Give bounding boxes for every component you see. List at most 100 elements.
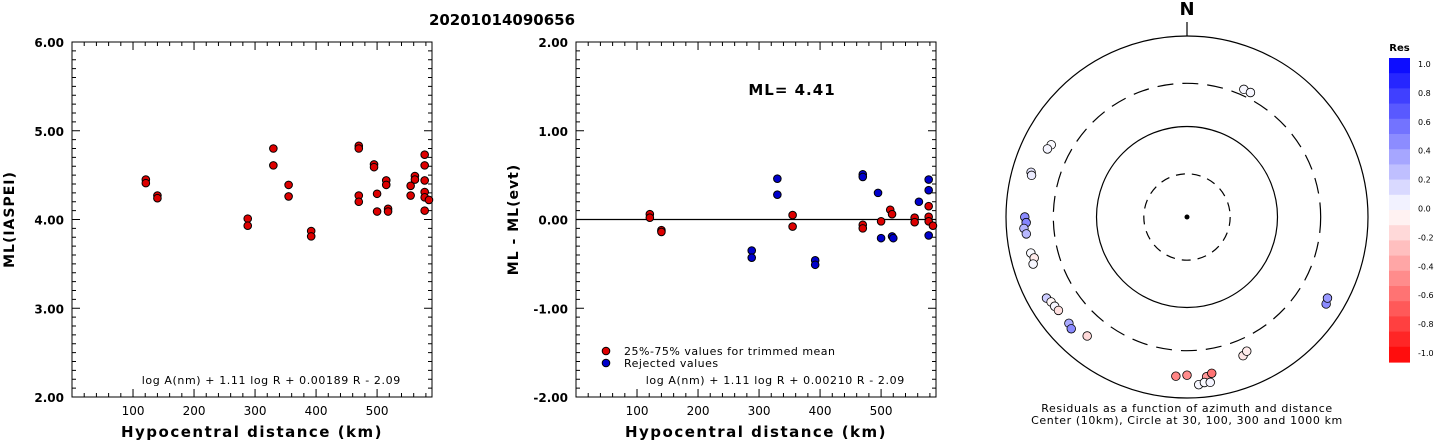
data-point [372,207,382,216]
data-point [141,178,151,188]
colorbar-segment [1389,58,1410,74]
residual-distance-panel: 100 200 300 400 500 -2.00 -1.00 0.00 1.00 2.00 Hyp… [506,36,938,441]
residual-point [1245,87,1256,98]
data-point [924,185,933,195]
data-point [269,144,278,153]
data-point [928,221,938,231]
colorbar-segment [1389,331,1410,348]
colorbar-label: -0.4 [1418,262,1434,271]
data-point [243,214,253,223]
x-tick-label: 500 [366,404,389,418]
data-point [424,195,434,205]
data-point [269,161,278,170]
data-point [406,191,415,200]
x-axis-label: Hypocentral distance (km) [625,423,887,441]
y-tick-label: 2.00 [34,391,64,405]
x-tick-label: 100 [626,404,649,418]
data-point [858,224,868,233]
data-point [788,222,797,231]
data-point [284,192,293,201]
data-point [888,233,898,243]
residual-point [1242,346,1252,356]
x-tick-label: 400 [809,404,832,418]
data-point [381,180,391,190]
x-tick-label: 400 [305,404,328,418]
colorbar-label: 0.0 [1418,205,1431,214]
residual-point [1026,170,1037,181]
colorbar-segment [1389,210,1410,226]
residual-point [1028,259,1038,269]
data-point [645,213,655,223]
data-point [876,216,886,226]
magnitude-distance-panel: 100 200 300 400 500 2.00 3.00 4.00 5.00 6.00 Hypoc… [2,36,434,441]
data-point [243,221,253,231]
colorbar-segment [1389,301,1410,317]
formula-text: log A(nm) + 1.11 log R + 0.00210 R - 2.0… [646,374,905,387]
data-point [924,175,933,184]
data-point [914,197,924,207]
x-tick-label: 200 [183,404,206,418]
colorbar-label: 0.2 [1418,176,1431,185]
y-tick-label: 4.00 [34,214,64,228]
data-point [420,150,429,160]
plot-frame [71,41,433,398]
y-axis-label: ML - ML(evt) [506,164,522,275]
data-point [887,209,897,219]
data-point [910,217,919,227]
colorbar-label: -0.6 [1418,291,1434,300]
ml-annotation: ML= 4.41 [748,81,835,99]
residual-colorbar: Res 1.0 0.8 0.6 0.4 0.2 0.0 -0.2 -0.4 -0.6 -0.8 -1.… [1389,43,1434,363]
y-axis-label: ML(IASPEI) [2,171,18,268]
data-point [876,233,886,243]
colorbar-label: -1.0 [1418,349,1434,358]
legend-marker [601,346,611,356]
data-point [369,162,379,172]
data-point [873,188,883,198]
x-tick-label: 500 [870,404,893,418]
residual-point [1322,293,1333,303]
residual-point [1171,371,1181,381]
residual-point [1082,331,1092,341]
dashed-circle-300km [1052,82,1322,352]
colorbar-segment [1389,346,1410,363]
y-tick-label: 5.00 [34,125,64,139]
data-point [747,246,757,255]
data-point [657,227,666,237]
polar-caption-line1: Residuals as a function of azimuth and d… [1041,402,1332,415]
colorbar-label: 1.0 [1418,60,1431,69]
data-point [773,174,782,183]
x-tick-label: 100 [122,404,145,418]
legend-marker [601,358,611,368]
y-tick-label: 2.00 [538,36,568,50]
colorbar-segment [1389,149,1410,165]
colorbar-segment [1389,118,1410,135]
data-point [284,180,293,190]
residual-point [1053,305,1064,316]
data-point [406,181,415,191]
circle-100km [1095,125,1279,309]
colorbar-label: 0.8 [1418,89,1431,98]
colorbar-segment [1389,270,1410,287]
x-tick-label: 300 [244,404,267,418]
data-point [810,260,820,270]
y-tick-label: 0.00 [538,214,568,228]
y-tick-label: 6.00 [34,36,64,50]
data-point [924,201,933,211]
colorbar-segment [1389,316,1410,333]
colorbar-segment [1389,286,1410,302]
north-label: N [1179,0,1194,20]
data-point [354,144,364,153]
data-point [383,207,393,216]
colorbar-segment [1389,88,1410,105]
colorbar-segment [1389,194,1410,211]
data-point [420,161,429,170]
colorbar-label: 0.4 [1418,147,1431,156]
epicenter-dot [1184,214,1190,220]
dashed-circle-30km [1143,173,1231,261]
data-point [858,172,868,182]
y-tick-label: 3.00 [34,302,64,316]
legend-label: Rejected values [624,357,719,370]
residual-point [1066,324,1076,334]
x-tick-label: 300 [748,404,771,418]
